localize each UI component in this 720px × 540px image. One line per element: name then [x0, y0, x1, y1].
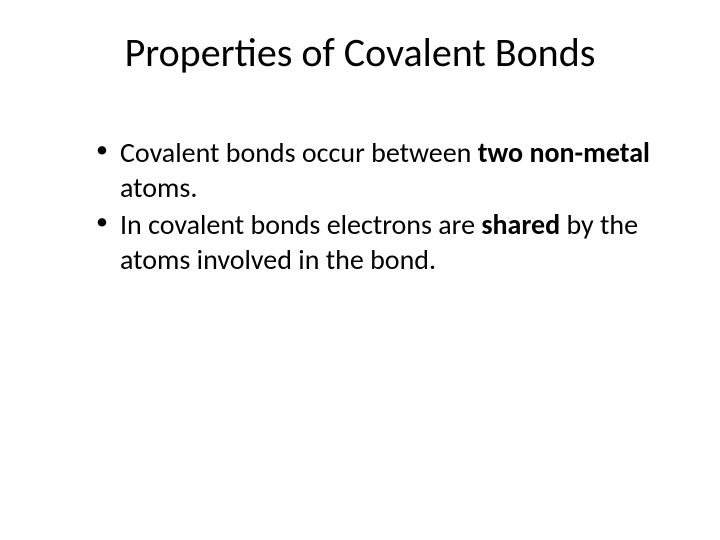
bullet-text-part-bold: shared	[481, 207, 560, 242]
bullet-item: In covalent bonds electrons are shared b…	[96, 207, 660, 277]
slide-title: Properties of Covalent Bonds	[60, 28, 660, 77]
bullet-text-part-bold: two non-metal	[478, 135, 650, 170]
bullet-text-part: In covalent bonds electrons are	[120, 207, 481, 242]
bullet-text-part: atoms.	[120, 170, 197, 205]
slide-container: Properties of Covalent Bonds Covalent bo…	[0, 0, 720, 540]
bullet-list: Covalent bonds occur between two non-met…	[60, 135, 660, 277]
bullet-item: Covalent bonds occur between two non-met…	[96, 135, 660, 205]
bullet-text-part: Covalent bonds occur between	[120, 135, 478, 170]
